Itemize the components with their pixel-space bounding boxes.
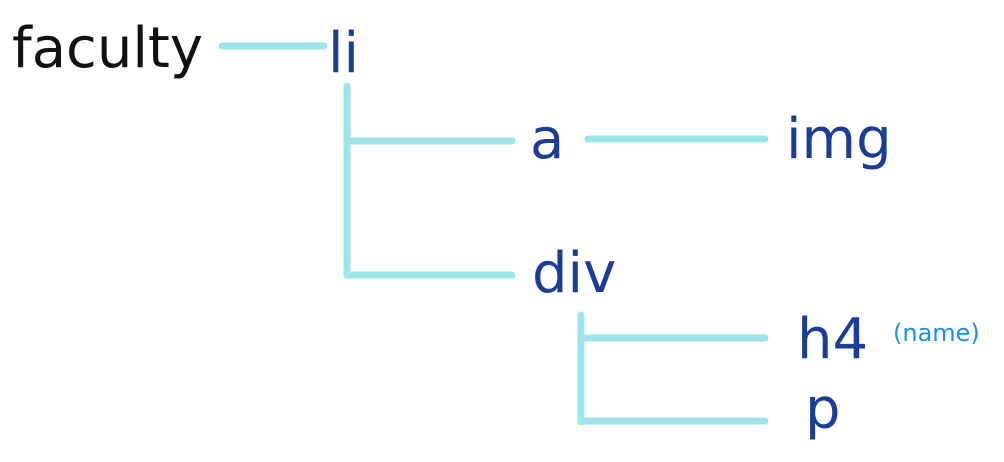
- node-faculty: faculty: [12, 16, 203, 81]
- node-p: p: [805, 377, 841, 442]
- node-h4: h4: [797, 307, 868, 372]
- node-h4-note: (name): [893, 319, 980, 347]
- connector-group: [218, 42, 769, 426]
- node-img: img: [786, 107, 892, 172]
- node-a: a: [530, 107, 564, 172]
- node-li: li: [328, 21, 359, 86]
- node-div: div: [532, 241, 616, 306]
